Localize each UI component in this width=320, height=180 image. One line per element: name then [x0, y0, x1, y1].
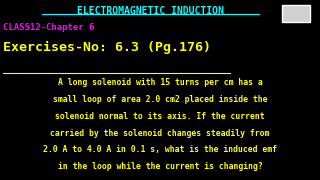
- Text: CLASS12-Chapter 6: CLASS12-Chapter 6: [3, 22, 95, 32]
- Text: solenoid normal to its axis. If the current: solenoid normal to its axis. If the curr…: [55, 112, 265, 121]
- Text: carried by the solenoid changes steadily from: carried by the solenoid changes steadily…: [50, 129, 270, 138]
- Text: small loop of area 2.0 cm2 placed inside the: small loop of area 2.0 cm2 placed inside…: [53, 95, 267, 104]
- Text: Exercises-No: 6.3 (Pg.176): Exercises-No: 6.3 (Pg.176): [3, 40, 211, 54]
- Text: 2.0 A to 4.0 A in 0.1 s, what is the induced emf: 2.0 A to 4.0 A in 0.1 s, what is the ind…: [43, 145, 277, 154]
- Text: ELECTROMAGNETIC INDUCTION: ELECTROMAGNETIC INDUCTION: [77, 6, 224, 16]
- Text: A long solenoid with 15 turns per cm has a: A long solenoid with 15 turns per cm has…: [58, 78, 262, 87]
- Text: in the loop while the current is changing?: in the loop while the current is changin…: [58, 162, 262, 171]
- Bar: [282, 5, 310, 22]
